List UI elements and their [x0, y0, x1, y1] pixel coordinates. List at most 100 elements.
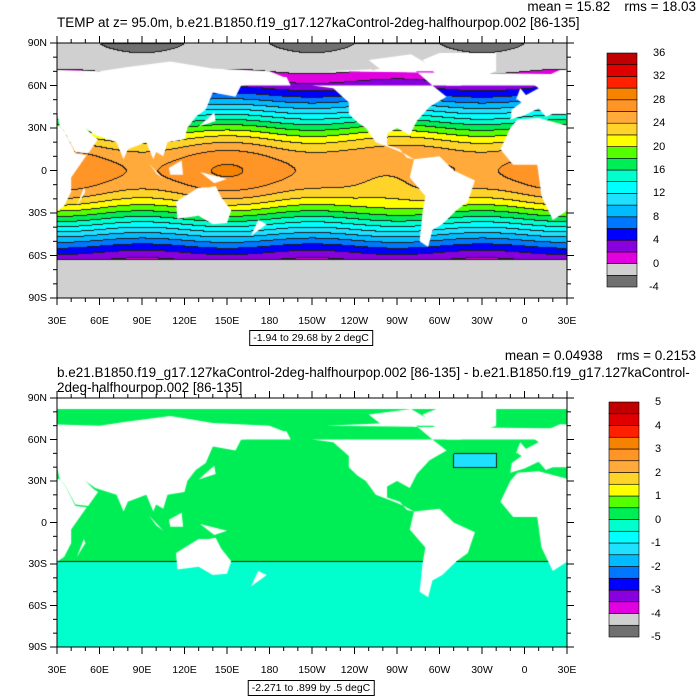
- lat-label: 60S: [28, 249, 47, 262]
- colorbar-label: 0: [655, 513, 662, 526]
- colorbar-bin: [608, 519, 640, 532]
- colorbar-bin: [606, 99, 638, 112]
- lon-label: 120E: [172, 315, 197, 327]
- colorbar-bin: [608, 507, 640, 520]
- panel1-title: TEMP at z= 95.0m, b.e21.B1850.f19_g17.12…: [57, 15, 580, 30]
- colorbar-label: 16: [653, 164, 666, 176]
- colorbar-bin: [608, 483, 640, 497]
- colorbar-label: -4: [649, 281, 659, 293]
- lon-label: 150W: [298, 315, 326, 327]
- colorbar-label: 8: [653, 210, 660, 223]
- colorbar-label: 36: [653, 47, 666, 59]
- colorbar-label: 12: [653, 187, 666, 200]
- colorbar-label: 2: [655, 466, 662, 479]
- colorbar-label: 20: [653, 140, 666, 153]
- lat-label: 0: [41, 516, 47, 529]
- lon-label: 30E: [47, 315, 67, 327]
- lon-label: 0: [521, 315, 528, 327]
- colorbar-bin: [608, 401, 640, 415]
- panel2-stats: mean = 0.04938 rms = 0.2153: [505, 348, 696, 363]
- panel2-rms: rms = 0.2153: [616, 348, 696, 363]
- lon-label: 30E: [47, 664, 67, 676]
- panel1-stats: mean = 15.82 rms = 18.03: [527, 0, 696, 14]
- lon-label: 90E: [132, 315, 152, 327]
- lat-label: 90N: [27, 37, 47, 49]
- panel2-contour-info: -2.271 to .899 by .5 degC: [247, 680, 375, 696]
- colorbar-bin: [608, 566, 640, 579]
- colorbar-label: 24: [653, 117, 666, 130]
- lon-label: 150E: [214, 315, 240, 327]
- colorbar-bin: [606, 64, 638, 77]
- colorbar-bin: [606, 251, 638, 264]
- lat-label: 0: [41, 164, 47, 177]
- colorbar-bin: [608, 472, 640, 485]
- panel1-temperature-map: [57, 43, 567, 298]
- colorbar-label: 32: [653, 70, 666, 83]
- lon-label: 120W: [340, 664, 369, 676]
- colorbar-bin: [608, 554, 640, 567]
- lon-label: 60E: [90, 664, 109, 676]
- lon-label: 90W: [386, 664, 408, 676]
- colorbar-bin: [608, 577, 640, 591]
- lat-label: 30N: [27, 122, 47, 134]
- colorbar-bin: [606, 239, 638, 253]
- colorbar-bin: [608, 530, 640, 544]
- lon-label: 60E: [90, 315, 109, 327]
- colorbar-bin: [608, 436, 640, 450]
- colorbar-bin: [608, 425, 640, 438]
- colorbar-bin: [608, 589, 640, 603]
- lat-label: 60N: [27, 79, 47, 92]
- lat-label: 30S: [28, 207, 47, 219]
- lon-label: 0: [521, 664, 528, 676]
- lon-label: 120W: [340, 315, 369, 327]
- colorbar-bin: [606, 204, 638, 218]
- panel1-rms: rms = 18.03: [624, 0, 696, 14]
- lon-label: 180: [260, 664, 279, 676]
- lon-label: 30E: [557, 315, 577, 327]
- lon-label: 180: [260, 315, 279, 327]
- colorbar-label: -2: [651, 560, 661, 573]
- colorbar-label: -5: [651, 631, 661, 643]
- lat-label: 90S: [28, 641, 47, 653]
- lon-label: 30E: [557, 664, 577, 676]
- colorbar-bin: [608, 448, 640, 462]
- colorbar-bin: [608, 495, 640, 509]
- panel1-contour-info: -1.94 to 29.68 by 2 degC: [249, 330, 373, 346]
- lat-label: 30N: [27, 475, 47, 487]
- colorbar-bin: [608, 460, 640, 473]
- colorbar-bin: [606, 169, 638, 182]
- lon-label: 150W: [298, 664, 326, 676]
- colorbar-bin: [606, 122, 638, 136]
- lon-label: 60W: [428, 664, 451, 676]
- colorbar-label: 0: [653, 257, 660, 270]
- lon-label: 30W: [471, 315, 493, 327]
- colorbar-bin: [608, 542, 640, 556]
- colorbar-bin: [608, 413, 640, 426]
- colorbar-label: -4: [651, 607, 661, 620]
- colorbar-label: 28: [653, 93, 666, 106]
- panel2-difference-map: [57, 398, 567, 647]
- lat-label: 30S: [28, 558, 47, 570]
- lon-label: 150E: [214, 664, 240, 676]
- colorbar-label: 5: [655, 396, 662, 408]
- lon-label: 30W: [471, 664, 493, 676]
- lat-label: 60S: [28, 599, 47, 612]
- lat-label: 90N: [27, 392, 47, 404]
- colorbar-label: 4: [653, 234, 660, 247]
- map-frame: [56, 397, 568, 648]
- colorbar-bin: [606, 111, 638, 124]
- colorbar-label: -1: [651, 537, 661, 549]
- colorbar-bin: [606, 274, 638, 288]
- panel2-mean: mean = 0.04938: [504, 348, 603, 363]
- lon-label: 90W: [386, 315, 408, 327]
- colorbar-bin: [606, 87, 638, 101]
- colorbar-label: 1: [655, 490, 662, 502]
- colorbar-bin: [606, 216, 638, 229]
- panel1-mean: mean = 15.82: [527, 0, 611, 14]
- colorbar-bin: [606, 193, 638, 206]
- colorbar-bin: [606, 158, 638, 171]
- colorbar-bin: [606, 228, 638, 241]
- colorbar-bin: [606, 76, 638, 89]
